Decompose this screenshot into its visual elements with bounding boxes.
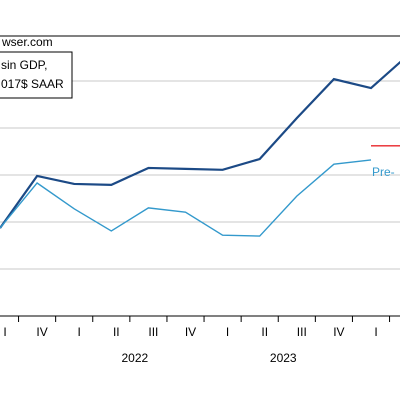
series-line	[0, 60, 400, 229]
x-tick-label: III	[297, 325, 307, 339]
legend-text: sin GDP,	[1, 58, 47, 72]
x-tick-label: III	[148, 325, 158, 339]
x-tick-label: I	[226, 325, 229, 339]
x-tick-label: I	[374, 325, 377, 339]
source-label: wser.com	[1, 35, 53, 49]
x-tick-label: IV	[36, 325, 47, 339]
legend-text: 017$ SAAR	[1, 77, 64, 91]
series-line	[0, 159, 372, 237]
year-label: 2023	[270, 351, 297, 365]
annotation: Pre-	[372, 165, 395, 179]
x-tick-label: I	[78, 325, 81, 339]
x-tick-label: IV	[185, 325, 196, 339]
x-tick-label: IV	[333, 325, 344, 339]
year-label: 2022	[121, 351, 148, 365]
x-tick-label: II	[261, 325, 268, 339]
x-tick-label: I	[3, 325, 6, 339]
legend-box	[0, 51, 73, 99]
x-tick-label: II	[113, 325, 120, 339]
